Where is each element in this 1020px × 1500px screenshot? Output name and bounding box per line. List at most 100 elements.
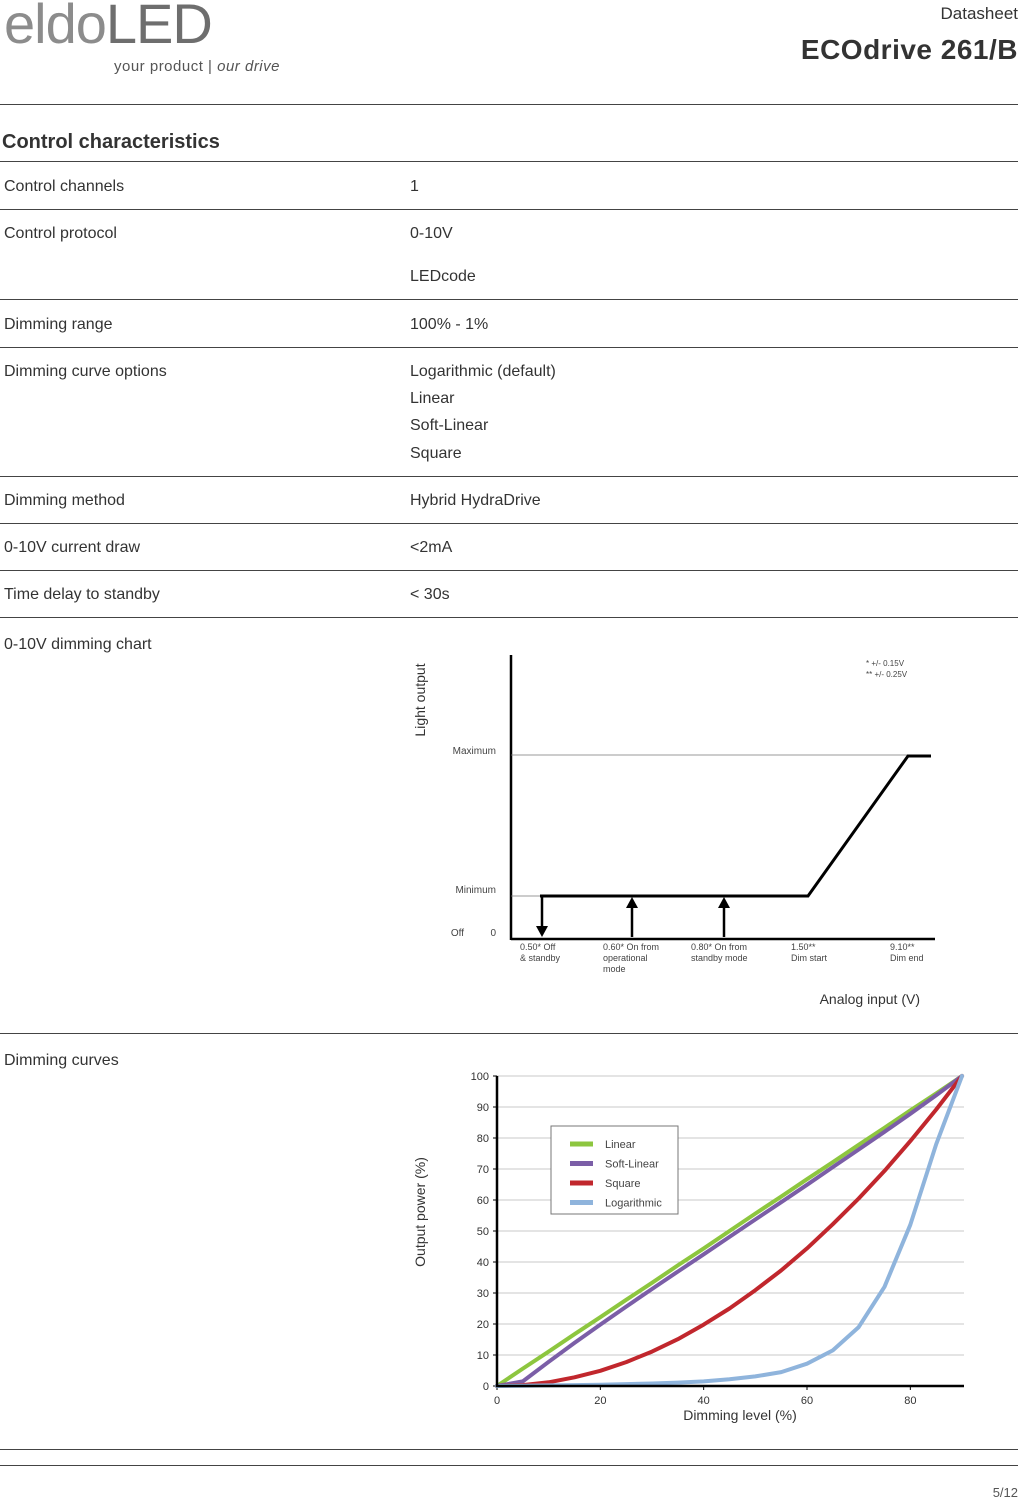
spec-value-delay: < 30s [410, 586, 450, 603]
x-tick-label: 60 [801, 1395, 813, 1407]
y-tick-label: 60 [477, 1195, 489, 1207]
chart1-off-label: Off [451, 928, 464, 939]
spec-label-dim-curves: Dimming curves [4, 1052, 119, 1069]
y-tick-label: 0 [483, 1381, 489, 1393]
legend-label: Logarithmic [605, 1198, 662, 1210]
x-tick-label: 40 [698, 1395, 710, 1407]
chart1-note-2: ** +/- 0.25V [866, 670, 908, 679]
y-tick-label: 20 [477, 1319, 489, 1331]
table-divider [0, 1033, 1018, 1034]
chart1-on-operational-arrowhead [626, 897, 638, 908]
legend-label: Linear [605, 1139, 636, 1151]
table-divider [0, 570, 1018, 571]
spec-value-channels: 1 [410, 178, 419, 195]
header-divider [0, 104, 1018, 105]
tagline-a: your product | [114, 58, 218, 75]
doc-type: Datasheet [940, 4, 1019, 23]
marker-line: 0.50* Off [520, 942, 556, 952]
y-tick-label: 70 [477, 1164, 489, 1176]
table-divider [0, 523, 1018, 524]
x-tick-label: 20 [594, 1395, 606, 1407]
chart1-marker-3: 0.80* On from standby mode [691, 942, 750, 963]
y-tick-label: 10 [477, 1350, 489, 1362]
table-divider [0, 617, 1018, 618]
y-tick-label: 30 [477, 1288, 489, 1300]
marker-line: 0.80* On from [691, 942, 747, 952]
y-tick-label: 80 [477, 1133, 489, 1145]
eldoled-logo: eldoLED [4, 0, 213, 55]
spec-value-current: <2mA [410, 539, 453, 556]
marker-line: standby mode [691, 953, 748, 963]
x-tick-label: 80 [904, 1395, 916, 1407]
series-line-soft-linear [495, 1074, 964, 1388]
spec-value-curve-1: Logarithmic (default) [410, 363, 556, 380]
x-tick-label: 0 [494, 1395, 500, 1407]
legend-label: Soft-Linear [605, 1159, 659, 1171]
spec-value-protocol-2: LEDcode [410, 268, 476, 285]
table-divider [0, 209, 1018, 210]
chart1-marker-5: 9.10** Dim end [890, 942, 924, 963]
section-title: Control characteristics [2, 131, 220, 153]
y-tick-label: 90 [477, 1102, 489, 1114]
chart1-on-standby-arrowhead [718, 897, 730, 908]
logo-tagline: your product | our drive [114, 58, 280, 75]
logo-suffix: LED [105, 0, 213, 55]
spec-value-curve-2: Linear [410, 390, 455, 407]
spec-label-dim-chart: 0-10V dimming chart [4, 636, 152, 653]
legend-entries: Linear Soft-Linear Square Logarithmic [570, 1139, 662, 1210]
chart2-grid [497, 1075, 964, 1356]
table-divider [0, 476, 1018, 477]
page-number: 5/12 [992, 1485, 1018, 1500]
spec-label-method: Dimming method [4, 492, 125, 509]
spec-label-channels: Control channels [4, 178, 125, 195]
footer-divider [0, 1465, 1018, 1466]
table-divider [0, 347, 1018, 348]
product-title: ECOdrive 261/B [800, 34, 1018, 65]
marker-line: 0.60* On from [603, 942, 659, 952]
marker-line: 1.50** [791, 942, 816, 952]
spec-label-protocol: Control protocol [4, 225, 117, 242]
series-line-square [495, 1074, 964, 1388]
chart2-x-ticks: 0 20 40 60 80 [494, 1386, 916, 1407]
marker-line: 9.10** [890, 942, 915, 952]
chart1-xlabel: Analog input (V) [820, 991, 920, 1007]
table-divider [0, 161, 1018, 162]
chart1-ylabel: Light output [412, 663, 428, 736]
spec-label-curves: Dimming curve options [4, 363, 167, 380]
spec-value-curve-3: Soft-Linear [410, 417, 489, 434]
chart2-legend: Linear Soft-Linear Square Logarithmic [550, 1125, 679, 1215]
table-divider [0, 299, 1018, 300]
chart2-xlabel: Dimming level (%) [683, 1407, 797, 1423]
chart1-off-arrowhead [536, 926, 548, 937]
y-tick-label: 40 [477, 1257, 489, 1269]
chart1-zero-label: 0 [490, 928, 496, 939]
spec-label-delay: Time delay to standby [4, 586, 160, 603]
spec-value-method: Hybrid HydraDrive [410, 492, 541, 509]
chart1-marker-1: 0.50* Off & standby [520, 942, 561, 963]
legend-box [550, 1125, 679, 1215]
marker-line: mode [603, 964, 626, 974]
marker-line: operational [603, 953, 648, 963]
chart1-max-label: Maximum [453, 746, 496, 757]
chart2-y-ticks: 0 10 20 30 40 50 60 70 80 90 100 [471, 1071, 497, 1393]
spec-value-curve-4: Square [410, 445, 462, 462]
series-line-linear [495, 1074, 964, 1388]
tagline-b: our drive [217, 58, 280, 75]
spec-value-range: 100% - 1% [410, 316, 489, 333]
dimming-curves-chart: Output power (%) 0102030405060708090100 … [412, 1071, 964, 1423]
marker-line: Dim start [791, 953, 827, 963]
dimming-chart: Light output Maximum Minimum Off 0 * +/-… [412, 655, 935, 1007]
spec-value-protocol-1: 0-10V [410, 225, 453, 242]
y-tick-label: 100 [471, 1071, 489, 1083]
y-tick-label: 50 [477, 1226, 489, 1238]
marker-line: & standby [520, 953, 561, 963]
marker-line: Dim end [890, 953, 924, 963]
legend-label: Square [605, 1178, 640, 1190]
chart1-output-curve [540, 754, 931, 898]
spec-label-current: 0-10V current draw [4, 539, 141, 556]
chart1-note-1: * +/- 0.15V [866, 659, 905, 668]
footer-divider [0, 1449, 1018, 1450]
logo-prefix: eldo [4, 0, 107, 55]
chart1-marker-4: 1.50** Dim start [791, 942, 827, 963]
chart2-ylabel: Output power (%) [412, 1157, 428, 1267]
